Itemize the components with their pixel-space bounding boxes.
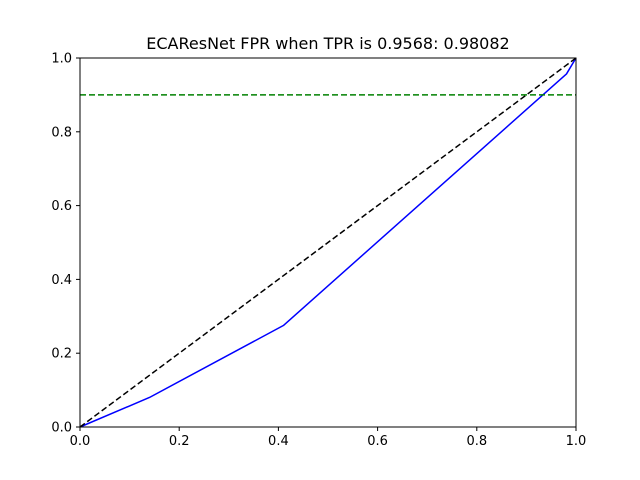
x-tick-label: 0.2: [169, 434, 190, 449]
x-tick-label: 0.4: [268, 434, 289, 449]
y-tick-label: 1.0: [51, 52, 72, 67]
x-axis: 0.0 0.2 0.4 0.6 0.8 1.0: [70, 427, 587, 449]
x-tick-label: 1.0: [566, 434, 587, 449]
y-tick-label: 0.4: [51, 273, 72, 288]
y-tick-label: 0.6: [51, 199, 72, 214]
y-axis: 0.0 0.2 0.4 0.6 0.8 1.0: [51, 52, 80, 436]
x-tick-label: 0.6: [367, 434, 388, 449]
series-line-0: [79, 57, 577, 428]
y-tick-label: 0.0: [51, 421, 72, 436]
series-line-1: [79, 57, 577, 428]
chart-title: ECAResNet FPR when TPR is 0.9568: 0.9808…: [146, 34, 509, 53]
y-tick-label: 0.2: [51, 347, 72, 362]
y-tick-label: 0.8: [51, 125, 72, 140]
x-tick-label: 0.8: [466, 434, 487, 449]
plot-frame: [79, 57, 577, 428]
series-layer: [79, 57, 577, 428]
x-tick-label: 0.0: [70, 434, 91, 449]
